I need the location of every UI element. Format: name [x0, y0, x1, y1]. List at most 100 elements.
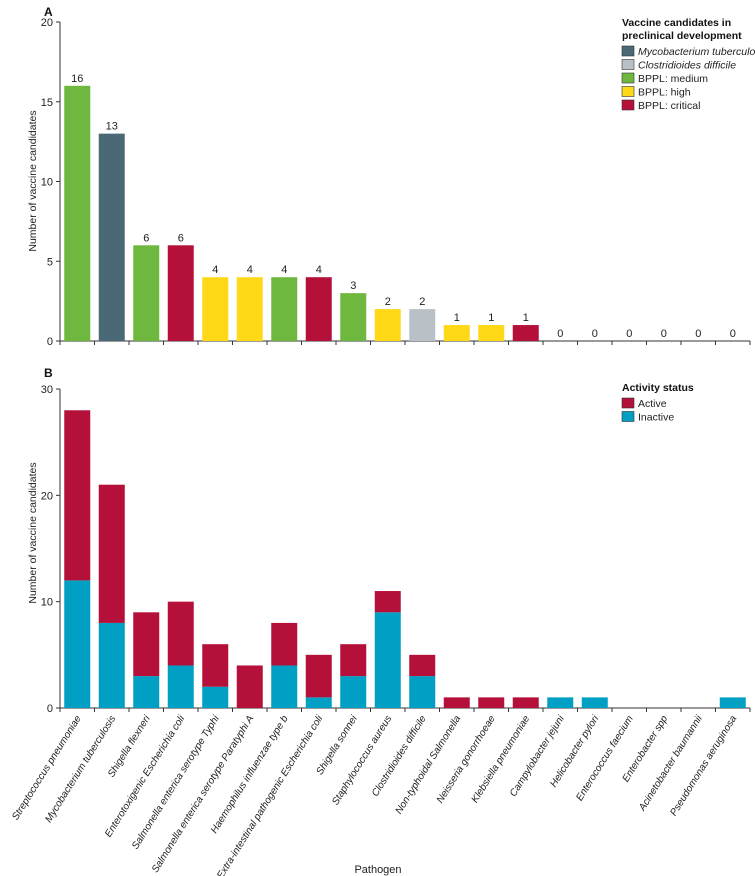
panel-a-bar-streptococcus-pneumoniae — [64, 85, 91, 341]
x-tick-label-mycobacterium-tuberculosis: Mycobacterium tuberculosis — [43, 714, 118, 825]
x-tick-label-neisseria-gonorrhoeae: Neisseria gonorrhoeae — [435, 713, 498, 805]
panel-b-bar-inactive-mycobacterium-tuberculosis — [98, 622, 125, 708]
legend-swatch-critical — [621, 99, 635, 111]
panel-a-legend: Vaccine candidates in preclinical develo… — [621, 17, 755, 112]
panel-a-bar-haemophilus-influenzae-type-b — [271, 277, 298, 341]
panel-a-bar-extra-intestinal-pathogenic-escherichia-coli — [305, 277, 332, 341]
panel-b-bar-inactive-campylobacter-jejuni — [547, 697, 574, 708]
panel-b-label: B — [44, 366, 53, 380]
panel-a-data-label-staphylococcus-aureus: 2 — [385, 296, 391, 308]
panel-a-bar-salmonella-enterica-serotype-paratyphi-a — [236, 277, 263, 341]
panel-b: 0 10 20 30 Streptococcus pneumoniaeMycobacte… — [10, 384, 751, 876]
legend-label-inactive: Inactive — [638, 412, 674, 424]
panel-a-y-tick-label: 15 — [41, 97, 53, 109]
panel-b-y-tick-label: 30 — [41, 384, 53, 396]
panel-a-y-tick-label: 0 — [47, 336, 53, 348]
legend-swatch-inactive — [621, 411, 635, 422]
panel-a-bar-klebsiella-pneumoniae — [512, 325, 539, 341]
panel-a-bar-salmonella-enterica-serotype-typhi — [202, 277, 229, 341]
panel-b-bar-active-salmonella-enterica-serotype-typhi — [202, 644, 229, 687]
panel-b-legend-title: Activity status — [622, 382, 694, 394]
panel-b-bar-inactive-salmonella-enterica-serotype-typhi — [202, 686, 229, 708]
panel-b-bar-active-neisseria-gonorrhoeae — [478, 697, 505, 708]
panel-b-y-axis-label: Number of vaccine candidates — [27, 462, 39, 603]
panel-a-data-label-salmonella-enterica-serotype-paratyphi-a: 4 — [247, 264, 253, 276]
panel-a-data-label-enterococcus-faecium: 0 — [626, 328, 632, 340]
panel-b-y-tick-label: 0 — [47, 703, 53, 715]
panel-b-bar-inactive-enterotoxigenic-escherichia-coli — [167, 665, 194, 708]
panel-a-data-label-non-typhoidal-salmonella: 1 — [454, 312, 460, 324]
panel-a-data-label-haemophilus-influenzae-type-b: 4 — [281, 264, 287, 276]
legend-label-clostridioides: Clostridioides difficile — [638, 60, 736, 72]
panel-a-data-label-klebsiella-pneumoniae: 1 — [523, 312, 529, 324]
legend-label-high: BPPL: high — [638, 87, 691, 99]
panel-a-y-tick-label: 5 — [47, 256, 53, 268]
panel-a-bar-mycobacterium-tuberculosis — [98, 133, 125, 341]
panel-b-x-axis-label: Pathogen — [354, 864, 401, 876]
panel-b-bar-inactive-staphylococcus-aureus — [374, 612, 401, 708]
legend-swatch-mycobacterium — [621, 45, 635, 57]
panel-a-label: A — [44, 5, 53, 19]
panel-a-data-label-enterobacter-spp: 0 — [661, 328, 667, 340]
panel-a-bar-clostridioides-difficile — [409, 309, 436, 341]
panel-a-y-axis-label: Number of vaccine candidates — [27, 110, 39, 251]
panel-a-data-label-salmonella-enterica-serotype-typhi: 4 — [212, 264, 218, 276]
panel-a-data-label-enterotoxigenic-escherichia-coli: 6 — [178, 232, 184, 244]
panel-a-bar-shigella-sonnei — [340, 293, 367, 341]
panel-a-bar-neisseria-gonorrhoeae — [478, 325, 505, 341]
panel-b-y-tick-label: 10 — [41, 597, 53, 609]
panel-b-bar-inactive-shigella-sonnei — [340, 676, 367, 708]
panel-a-data-label-clostridioides-difficile: 2 — [419, 296, 425, 308]
panel-b-bar-active-clostridioides-difficile — [409, 654, 436, 677]
panel-b-bar-active-shigella-flexneri — [133, 612, 160, 677]
panel-a-data-label-streptococcus-pneumoniae: 16 — [71, 73, 83, 85]
panel-b-bar-active-shigella-sonnei — [340, 644, 367, 677]
panel-b-y-tick-label: 20 — [41, 490, 53, 502]
panel-b-bar-active-staphylococcus-aureus — [374, 591, 401, 613]
panel-b-bar-inactive-shigella-flexneri — [133, 676, 160, 708]
panel-a-data-label-shigella-flexneri: 6 — [143, 232, 149, 244]
legend-swatch-clostridioides — [621, 59, 635, 70]
panel-b-bar-active-salmonella-enterica-serotype-paratyphi-a — [236, 665, 263, 708]
panel-b-bar-active-enterotoxigenic-escherichia-coli — [167, 601, 194, 666]
panel-b-bar-inactive-pseudomonas-aeruginosa — [719, 697, 746, 708]
legend-swatch-high — [621, 86, 635, 97]
panel-b-bar-inactive-clostridioides-difficile — [409, 676, 436, 708]
panel-b-bar-active-non-typhoidal-salmonella — [443, 697, 470, 708]
panel-a-bar-non-typhoidal-salmonella — [443, 325, 470, 341]
legend-label-active: Active — [638, 398, 667, 410]
panel-a-data-label-neisseria-gonorrhoeae: 1 — [488, 312, 494, 324]
x-tick-label-streptococcus-pneumoniae: Streptococcus pneumoniae — [10, 713, 84, 822]
panel-a-data-label-extra-intestinal-pathogenic-escherichia-coli: 4 — [316, 264, 322, 276]
legend-label-mycobacterium: Mycobacterium tuberculosis — [638, 46, 755, 58]
panel-b-bar-inactive-helicobacter-pylori — [581, 697, 608, 708]
panel-a-data-label-campylobacter-jejuni: 0 — [557, 328, 563, 340]
panel-b-bar-inactive-streptococcus-pneumoniae — [64, 580, 91, 708]
panel-a-data-label-shigella-sonnei: 3 — [350, 280, 356, 292]
panel-b-bar-active-streptococcus-pneumoniae — [64, 410, 91, 581]
panel-a-bar-enterotoxigenic-escherichia-coli — [167, 245, 194, 341]
panel-a-legend-title-line2: preclinical development — [622, 30, 742, 42]
panel-a-data-label-mycobacterium-tuberculosis: 13 — [106, 121, 118, 133]
x-tick-label-pseudomonas-aeruginosa: Pseudomonas aeruginosa — [668, 713, 739, 818]
legend-label-critical: BPPL: critical — [638, 100, 700, 112]
panel-a-y-tick-label: 20 — [41, 17, 53, 29]
panel-b-legend: Activity status Active Inactive — [621, 382, 694, 424]
panel-b-bar-active-haemophilus-influenzae-type-b — [271, 622, 298, 666]
panel-b-bar-active-extra-intestinal-pathogenic-escherichia-coli — [305, 654, 332, 698]
x-tick-label-staphylococcus-aureus: Staphylococcus aureus — [330, 714, 394, 808]
panel-b-bar-active-mycobacterium-tuberculosis — [98, 484, 125, 623]
panel-b-bar-inactive-extra-intestinal-pathogenic-escherichia-coli — [305, 697, 332, 708]
panel-b-bar-inactive-haemophilus-influenzae-type-b — [271, 665, 298, 708]
x-tick-label-non-typhoidal-salmonella: Non-typhoidal Salmonella — [394, 713, 464, 816]
legend-label-medium: BPPL: medium — [638, 73, 708, 85]
panel-a-legend-title-line1: Vaccine candidates in — [622, 17, 731, 29]
panel-a-data-label-acinetobacter-baumannii: 0 — [695, 328, 701, 340]
x-tick-label-acinetobacter-baumannii: Acinetobacter baumannii — [637, 713, 706, 814]
legend-swatch-medium — [621, 72, 635, 84]
legend-swatch-active — [621, 397, 635, 409]
panel-a-bar-staphylococcus-aureus — [374, 309, 401, 341]
panel-a-bar-shigella-flexneri — [133, 245, 160, 341]
